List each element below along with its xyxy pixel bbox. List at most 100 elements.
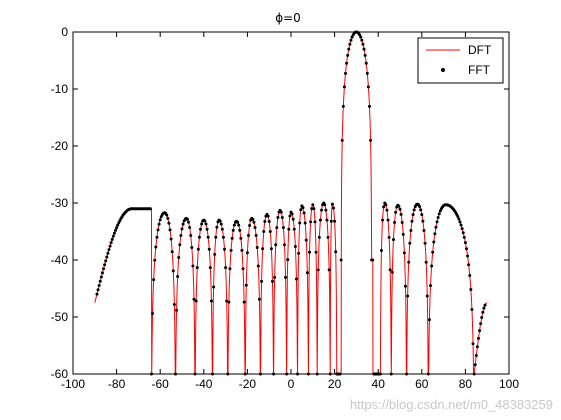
fft-point bbox=[276, 216, 280, 220]
fft-point bbox=[388, 268, 392, 272]
fft-point bbox=[240, 248, 244, 252]
fft-point bbox=[190, 245, 194, 249]
fft-point bbox=[317, 235, 321, 239]
fft-point bbox=[224, 266, 228, 270]
fft-point bbox=[111, 234, 115, 238]
fft-point bbox=[438, 209, 442, 213]
fft-point bbox=[350, 35, 354, 39]
fft-point bbox=[471, 342, 475, 346]
fft-point bbox=[107, 248, 111, 252]
fft-point bbox=[191, 264, 195, 268]
fft-point bbox=[106, 251, 110, 255]
fft-point bbox=[369, 138, 373, 142]
fft-point bbox=[99, 275, 103, 279]
fft-point bbox=[410, 219, 414, 223]
fft-point bbox=[435, 220, 439, 224]
legend-label-dft: DFT bbox=[468, 43, 492, 57]
fft-point bbox=[197, 235, 201, 239]
fft-point bbox=[175, 308, 179, 312]
fft-point bbox=[434, 225, 438, 229]
fft-point bbox=[425, 294, 429, 298]
fft-point bbox=[241, 267, 245, 271]
fft-point bbox=[427, 318, 431, 322]
fft-point bbox=[266, 214, 270, 218]
fft-point bbox=[379, 249, 383, 253]
fft-point bbox=[223, 247, 227, 251]
fft-point bbox=[204, 222, 208, 226]
fft-point bbox=[406, 294, 410, 298]
fft-point bbox=[116, 223, 120, 227]
fft-point bbox=[301, 206, 305, 210]
fft-point bbox=[297, 251, 301, 255]
fft-point bbox=[263, 220, 267, 224]
fft-point bbox=[302, 211, 306, 215]
fft-point bbox=[431, 250, 435, 254]
fft-point bbox=[286, 258, 290, 262]
fft-point bbox=[419, 208, 423, 212]
fft-point bbox=[153, 258, 157, 262]
fft-point bbox=[340, 138, 344, 142]
fft-point bbox=[339, 258, 343, 262]
fft-point bbox=[310, 207, 314, 211]
fft-point bbox=[109, 241, 113, 245]
fft-point bbox=[478, 329, 482, 333]
fft-point bbox=[205, 227, 209, 231]
x-tick-label: 20 bbox=[328, 377, 342, 391]
fft-point bbox=[457, 217, 461, 221]
fft-point bbox=[384, 203, 388, 207]
fft-point bbox=[246, 234, 250, 238]
fft-point bbox=[176, 275, 180, 279]
fft-point bbox=[367, 104, 371, 108]
fft-point bbox=[346, 53, 350, 57]
fft-point bbox=[254, 234, 258, 238]
fft-point bbox=[95, 292, 99, 296]
fft-point bbox=[157, 222, 161, 226]
x-tick-label: 40 bbox=[372, 377, 386, 391]
fft-point bbox=[291, 217, 295, 221]
fft-point bbox=[312, 207, 316, 211]
fft-point bbox=[230, 236, 234, 240]
fft-point bbox=[430, 264, 434, 268]
fft-point bbox=[334, 250, 338, 254]
fft-point bbox=[167, 221, 171, 225]
fft-point bbox=[268, 230, 272, 234]
fft-point bbox=[299, 208, 303, 212]
fft-point bbox=[391, 238, 395, 242]
fft-point bbox=[382, 205, 386, 209]
fft-point bbox=[284, 275, 288, 279]
fft-point bbox=[411, 213, 415, 217]
fft-point bbox=[482, 306, 486, 310]
fft-point bbox=[402, 251, 406, 255]
fft-point bbox=[464, 247, 468, 251]
fft-point bbox=[206, 235, 210, 239]
fft-point bbox=[115, 226, 119, 230]
fft-point bbox=[245, 251, 249, 255]
fft-point bbox=[179, 234, 183, 238]
fft-point bbox=[148, 207, 152, 211]
fft-point bbox=[458, 220, 462, 224]
fft-point bbox=[102, 267, 106, 271]
fft-point bbox=[358, 33, 362, 37]
fft-point bbox=[333, 219, 337, 223]
fft-point bbox=[327, 268, 331, 272]
fft-point bbox=[214, 235, 218, 239]
fft-point bbox=[320, 208, 324, 212]
fft-point bbox=[257, 297, 261, 301]
fft-point bbox=[420, 213, 424, 217]
fft-point bbox=[476, 336, 480, 340]
fft-point bbox=[110, 237, 114, 241]
fft-point bbox=[152, 278, 156, 282]
fft-point bbox=[459, 223, 463, 227]
fft-point bbox=[469, 288, 473, 292]
fft-point bbox=[208, 266, 212, 270]
fft-point bbox=[170, 250, 174, 254]
fft-point bbox=[207, 247, 211, 251]
fft-point bbox=[456, 215, 460, 219]
watermark: https://blog.csdn.net/m0_48383259 bbox=[350, 397, 553, 412]
x-tick-label: -60 bbox=[152, 377, 170, 391]
fft-point bbox=[386, 218, 390, 222]
fft-point bbox=[418, 205, 422, 209]
fft-point bbox=[219, 222, 223, 226]
